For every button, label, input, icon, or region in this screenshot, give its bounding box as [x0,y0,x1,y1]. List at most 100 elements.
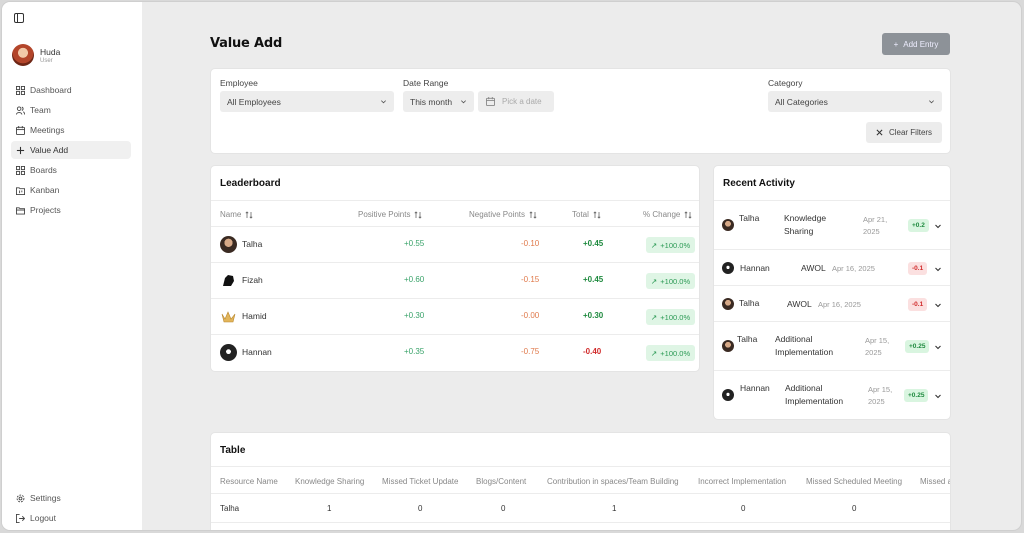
avatar [722,219,734,231]
activity-type: Additional Implementation [785,382,843,408]
table-row[interactable]: Hannan +0.35 -0.75 -0.40 ↗ +100.0% [211,335,699,371]
table-row[interactable]: Talha 1 0 0 1 0 0 0 [211,494,950,523]
total-points: +0.45 [583,239,604,248]
chevron-down-icon[interactable] [934,343,942,351]
column-header-name[interactable]: Name [220,210,253,219]
activity-date: Apr 16, 2025 [832,264,875,273]
clear-filters-button[interactable]: Clear Filters [866,122,942,143]
kanban-icon [16,186,25,195]
category-select[interactable]: All Categories [768,91,942,112]
plus-icon [16,146,25,154]
employee-select[interactable]: All Employees [220,91,394,112]
activity-item[interactable]: Hannan AWOL Apr 16, 2025 -0.1 [714,249,950,285]
sidebar-item-value-add[interactable]: Value Add [11,141,131,159]
chevron-down-icon[interactable] [934,392,942,400]
boards-icon [16,165,25,175]
activity-type-line: Knowledge [784,213,827,223]
activity-type: AWOL [787,299,812,309]
table-cell: 0 [852,504,857,513]
sidebar-item-team[interactable]: Team [11,101,131,119]
resource-name: Talha [220,504,240,513]
column-header[interactable]: Incorrect Implementation [698,477,787,486]
column-header-negative[interactable]: Negative Points [469,210,537,219]
sidebar-item-boards[interactable]: Boards [11,161,131,179]
trend-up-icon: ↗ [651,276,658,286]
positive-points: +0.60 [404,275,425,284]
activity-user: Talha [737,334,758,344]
positive-points: +0.30 [404,311,425,320]
avatar [722,262,734,274]
activity-type-line: Additional [785,383,823,393]
table-header: Resource Name Knowledge Sharing Missed T… [211,466,950,494]
date-range-select[interactable]: This month [403,91,474,112]
trend-up-icon: ↗ [651,312,658,322]
activity-type: Additional Implementation [775,333,833,359]
column-header-positive[interactable]: Positive Points [358,210,422,219]
column-header[interactable]: Resource Name [220,477,278,486]
filters-panel: Employee All Employees Date Range This m… [210,68,951,154]
table-row[interactable]: Talha +0.55 -0.10 +0.45 ↗ +100.0% [211,227,699,263]
table-cell: 0 [501,504,506,513]
activity-item[interactable]: Hannan Additional Implementation Apr 15, 2… [714,370,950,420]
activity-type-line: Implementation [775,347,834,357]
activity-item[interactable]: Talha Additional Implementation Apr 15, 20… [714,321,950,370]
activity-type-line: Additional [775,334,813,344]
sidebar-item-projects[interactable]: Projects [11,201,131,219]
chevron-down-icon[interactable] [934,265,942,273]
chevron-down-icon[interactable] [934,301,942,309]
column-header[interactable]: Missed Ticket Update [382,477,459,486]
activity-date-line: 2025 [863,227,880,236]
change-badge: ↗ +100.0% [646,237,696,253]
table-row[interactable]: Fizah +0.60 -0.15 +0.45 ↗ +100.0% [211,263,699,299]
activity-type: AWOL [801,263,826,273]
sidebar-item-settings[interactable]: Settings [11,489,131,507]
trend-up-icon: ↗ [651,348,658,358]
column-header-change[interactable]: % Change [643,210,692,219]
logout-icon [16,513,25,523]
date-picker-button[interactable]: Pick a date [478,91,554,112]
avatar [722,389,734,401]
avatar [12,44,34,66]
sort-icon [245,210,253,219]
column-header[interactable]: Blogs/Content [476,477,527,486]
sidebar-item-meetings[interactable]: Meetings [11,121,131,139]
table-cell: 0 [950,504,951,513]
avatar [722,298,734,310]
change-badge: ↗ +100.0% [646,345,696,361]
column-header[interactable]: Contribution in spaces/Team Building [547,477,679,486]
employee-label: Employee [220,78,258,88]
column-header[interactable]: Missed a [920,477,951,486]
sidebar-bottom-nav: Settings Logout [11,489,131,529]
points-badge: +0.25 [904,389,929,402]
sidebar-item-logout[interactable]: Logout [11,509,131,527]
column-header-total[interactable]: Total [572,210,601,219]
activity-item[interactable]: Talha Knowledge Sharing Apr 21, 2025 +0.2 [714,200,950,249]
sidebar-nav: Dashboard Team Meetings Value Add Boards… [11,81,131,221]
table-cell: 0 [741,504,746,513]
chevron-down-icon[interactable] [934,222,942,230]
close-icon [876,129,883,136]
sidebar-item-label: Kanban [30,185,60,195]
activity-date: Apr 15, 2025 [865,335,889,359]
column-header[interactable]: Knowledge Sharing [295,477,365,486]
table-cell: 0 [418,504,423,513]
activity-item[interactable]: Talha AWOL Apr 16, 2025 -0.1 [714,285,950,321]
negative-points: -0.75 [521,347,540,356]
activity-date: Apr 16, 2025 [818,300,861,309]
add-entry-button[interactable]: + Add Entry [882,33,950,55]
sidebar-item-dashboard[interactable]: Dashboard [11,81,131,99]
player-name: Hannan [242,347,272,357]
activity-date-line: 2025 [865,348,882,357]
sidebar-toggle-icon[interactable] [14,13,24,23]
column-header[interactable]: Missed Scheduled Meeting [806,477,903,486]
chevron-down-icon [381,100,386,104]
positive-points: +0.55 [404,239,425,248]
activity-user: Talha [739,298,760,308]
user-profile[interactable]: Huda User [12,44,60,66]
leaderboard-card: Leaderboard Name Positive Points Negativ… [210,165,700,372]
change-value: +100.0% [660,276,691,286]
change-value: +100.0% [660,240,691,250]
trend-up-icon: ↗ [651,240,658,250]
table-row[interactable]: Hamid +0.30 -0.00 +0.30 ↗ +100.0% [211,299,699,335]
sidebar-item-kanban[interactable]: Kanban [11,181,131,199]
